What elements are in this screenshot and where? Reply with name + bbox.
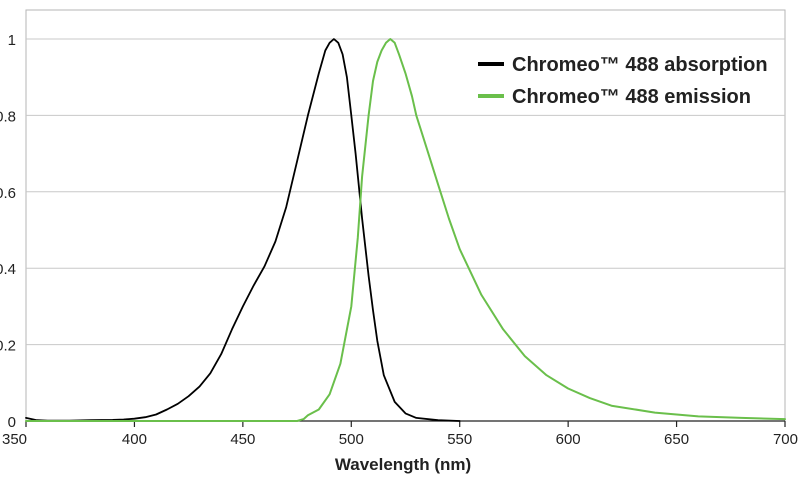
- x-tick-label: 700: [773, 431, 798, 448]
- y-tick-label: 0.4: [0, 261, 16, 278]
- y-tick-label: 0: [8, 414, 16, 431]
- y-tick-label: 0.8: [0, 108, 16, 125]
- legend: Chromeo™ 488 absorption Chromeo™ 488 emis…: [478, 54, 768, 108]
- series-line-emission: [25, 38, 786, 422]
- series-layer: [25, 38, 786, 422]
- x-tick-label: 650: [664, 431, 689, 448]
- y-tick-label: 0.6: [0, 185, 16, 202]
- x-tick-label: 500: [339, 431, 364, 448]
- x-tick-label: 550: [447, 431, 472, 448]
- legend-label: Chromeo™ 488 absorption: [512, 54, 768, 76]
- x-axis-label: Wavelength (nm): [335, 455, 471, 474]
- y-tick-label: 1: [8, 32, 16, 49]
- x-tick-label: 400: [122, 431, 147, 448]
- x-tick-label: 600: [556, 431, 581, 448]
- y-tick-label: 0.2: [0, 338, 16, 355]
- x-tick-label: 350: [2, 431, 27, 448]
- x-tick-label: 450: [230, 431, 255, 448]
- legend-label: Chromeo™ 488 emission: [512, 86, 751, 108]
- series-line-absorption: [25, 38, 461, 422]
